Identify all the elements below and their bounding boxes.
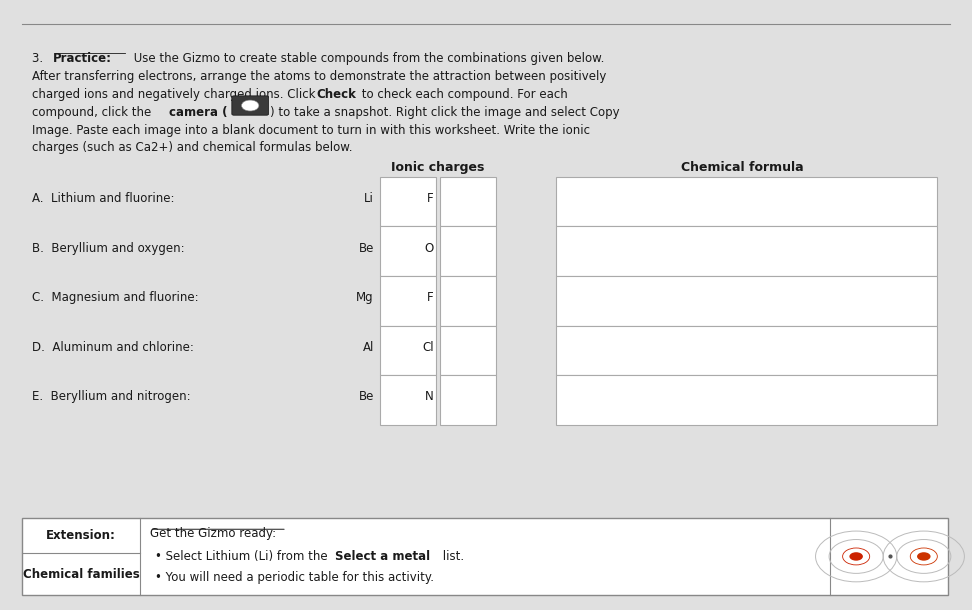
FancyBboxPatch shape: [556, 226, 937, 276]
Text: Li: Li: [364, 192, 374, 205]
Text: camera (: camera (: [169, 106, 227, 119]
Circle shape: [241, 100, 259, 111]
FancyBboxPatch shape: [556, 326, 937, 375]
Text: Chemical families: Chemical families: [22, 568, 139, 581]
Text: Use the Gizmo to create stable compounds from the combinations given below.: Use the Gizmo to create stable compounds…: [130, 52, 605, 65]
Text: Be: Be: [359, 390, 374, 403]
FancyBboxPatch shape: [380, 177, 435, 226]
Text: 3.: 3.: [32, 52, 47, 65]
FancyBboxPatch shape: [439, 177, 496, 226]
Text: compound, click the: compound, click the: [32, 106, 155, 119]
Text: F: F: [427, 291, 434, 304]
Text: Cl: Cl: [422, 341, 434, 354]
Text: After transferring electrons, arrange the atoms to demonstrate the attraction be: After transferring electrons, arrange th…: [32, 71, 607, 84]
Text: Check: Check: [317, 88, 357, 101]
Text: • You will need a periodic table for this activity.: • You will need a periodic table for thi…: [156, 571, 434, 584]
Text: Extension:: Extension:: [46, 529, 116, 542]
FancyBboxPatch shape: [22, 518, 948, 595]
FancyBboxPatch shape: [380, 326, 435, 375]
Text: O: O: [425, 242, 434, 255]
FancyBboxPatch shape: [439, 276, 496, 326]
Text: Select a metal: Select a metal: [335, 550, 431, 564]
Text: B.  Beryllium and oxygen:: B. Beryllium and oxygen:: [32, 242, 185, 255]
FancyBboxPatch shape: [232, 96, 268, 115]
Text: to check each compound. For each: to check each compound. For each: [359, 88, 572, 101]
Text: C.  Magnesium and fluorine:: C. Magnesium and fluorine:: [32, 291, 198, 304]
Text: Get the Gizmo ready:: Get the Gizmo ready:: [150, 528, 276, 540]
FancyBboxPatch shape: [556, 276, 937, 326]
Text: Image. Paste each image into a blank document to turn in with this worksheet. Wr: Image. Paste each image into a blank doc…: [32, 124, 590, 137]
FancyBboxPatch shape: [380, 375, 435, 425]
Text: A.  Lithium and fluorine:: A. Lithium and fluorine:: [32, 192, 174, 205]
Text: Practice:: Practice:: [53, 52, 112, 65]
Circle shape: [917, 552, 930, 561]
Text: Mg: Mg: [357, 291, 374, 304]
FancyBboxPatch shape: [556, 375, 937, 425]
FancyBboxPatch shape: [380, 226, 435, 276]
Text: Chemical formula: Chemical formula: [680, 161, 804, 174]
FancyBboxPatch shape: [439, 375, 496, 425]
Text: Al: Al: [363, 341, 374, 354]
Text: charges (such as Ca2+) and chemical formulas below.: charges (such as Ca2+) and chemical form…: [32, 141, 352, 154]
Text: • Select Lithium (Li) from the: • Select Lithium (Li) from the: [156, 550, 331, 564]
Text: F: F: [427, 192, 434, 205]
Text: list.: list.: [438, 550, 464, 564]
Circle shape: [850, 552, 863, 561]
FancyBboxPatch shape: [439, 326, 496, 375]
Text: D.  Aluminum and chlorine:: D. Aluminum and chlorine:: [32, 341, 193, 354]
Text: N: N: [425, 390, 434, 403]
FancyBboxPatch shape: [380, 276, 435, 326]
Text: E.  Beryllium and nitrogen:: E. Beryllium and nitrogen:: [32, 390, 191, 403]
Text: charged ions and negatively charged ions. Click: charged ions and negatively charged ions…: [32, 88, 319, 101]
Text: Be: Be: [359, 242, 374, 255]
FancyBboxPatch shape: [439, 226, 496, 276]
Text: ) to take a snapshot. Right click the image and select Copy: ) to take a snapshot. Right click the im…: [269, 106, 619, 119]
FancyBboxPatch shape: [556, 177, 937, 226]
Text: Ionic charges: Ionic charges: [391, 161, 484, 174]
